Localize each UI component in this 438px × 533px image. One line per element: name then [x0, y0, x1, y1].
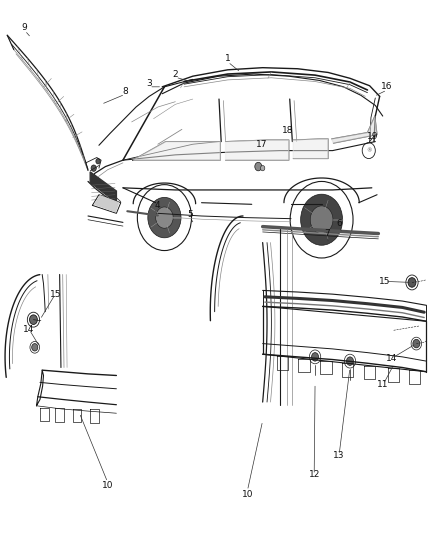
Text: 11: 11 — [378, 380, 389, 389]
Text: 3: 3 — [146, 79, 152, 88]
Text: 17: 17 — [256, 140, 268, 149]
Text: 14: 14 — [386, 354, 397, 363]
Text: 1: 1 — [225, 54, 231, 62]
Circle shape — [346, 357, 353, 366]
Text: 8: 8 — [122, 86, 128, 95]
Circle shape — [155, 207, 173, 228]
Circle shape — [311, 353, 318, 361]
Text: 10: 10 — [242, 489, 253, 498]
Text: 6: 6 — [336, 220, 342, 229]
Text: 15: 15 — [379, 277, 391, 286]
Text: 4: 4 — [155, 201, 161, 211]
Text: 14: 14 — [23, 325, 35, 334]
Circle shape — [310, 206, 333, 233]
Text: 7: 7 — [325, 229, 330, 238]
Text: 2: 2 — [173, 70, 178, 78]
Circle shape — [32, 344, 38, 351]
Text: ®: ® — [366, 148, 371, 153]
Text: 15: 15 — [49, 289, 61, 298]
Polygon shape — [95, 196, 119, 212]
Polygon shape — [133, 142, 220, 160]
Polygon shape — [226, 140, 289, 160]
Text: 10: 10 — [102, 481, 113, 490]
Circle shape — [96, 159, 100, 164]
Text: 9: 9 — [22, 23, 28, 32]
Circle shape — [300, 194, 343, 245]
Circle shape — [148, 197, 181, 238]
Text: 19: 19 — [367, 132, 378, 141]
Text: 5: 5 — [188, 211, 194, 220]
Circle shape — [29, 315, 37, 325]
Text: 18: 18 — [282, 126, 293, 135]
Circle shape — [255, 163, 262, 171]
Polygon shape — [293, 139, 328, 159]
Text: 16: 16 — [381, 82, 393, 91]
Circle shape — [413, 340, 420, 348]
Polygon shape — [332, 116, 377, 143]
Text: 13: 13 — [333, 451, 345, 460]
Circle shape — [91, 165, 96, 171]
Text: 12: 12 — [308, 471, 320, 479]
Polygon shape — [90, 172, 117, 203]
Circle shape — [261, 165, 265, 171]
Circle shape — [408, 278, 416, 287]
